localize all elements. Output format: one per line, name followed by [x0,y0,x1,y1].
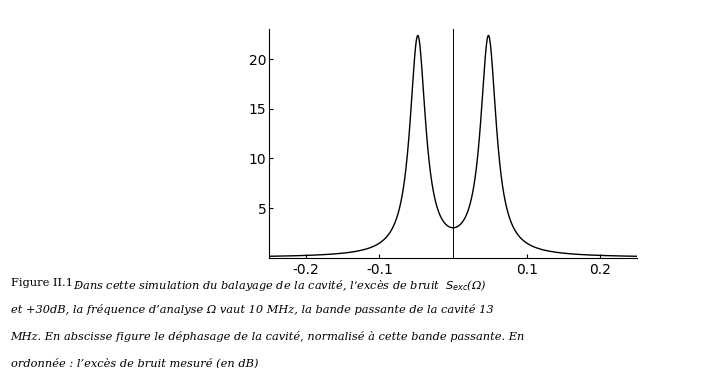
Text: Dans cette simulation du balayage de la cavité, l’excès de bruit  $S_{exc}$(Ω): Dans cette simulation du balayage de la … [73,278,486,293]
Text: MHz. En abscisse figure le déphasage de la cavité, normalisé à cette bande passa: MHz. En abscisse figure le déphasage de … [11,331,525,342]
Text: Figure II.1 :: Figure II.1 : [11,278,84,288]
Text: et +30dB, la fréquence d’analyse Ω vaut 10 MHz, la bande passante de la cavité 1: et +30dB, la fréquence d’analyse Ω vaut … [11,304,493,315]
Text: ordonnée : l’excès de bruit mesuré (en dB): ordonnée : l’excès de bruit mesuré (en d… [11,357,258,368]
